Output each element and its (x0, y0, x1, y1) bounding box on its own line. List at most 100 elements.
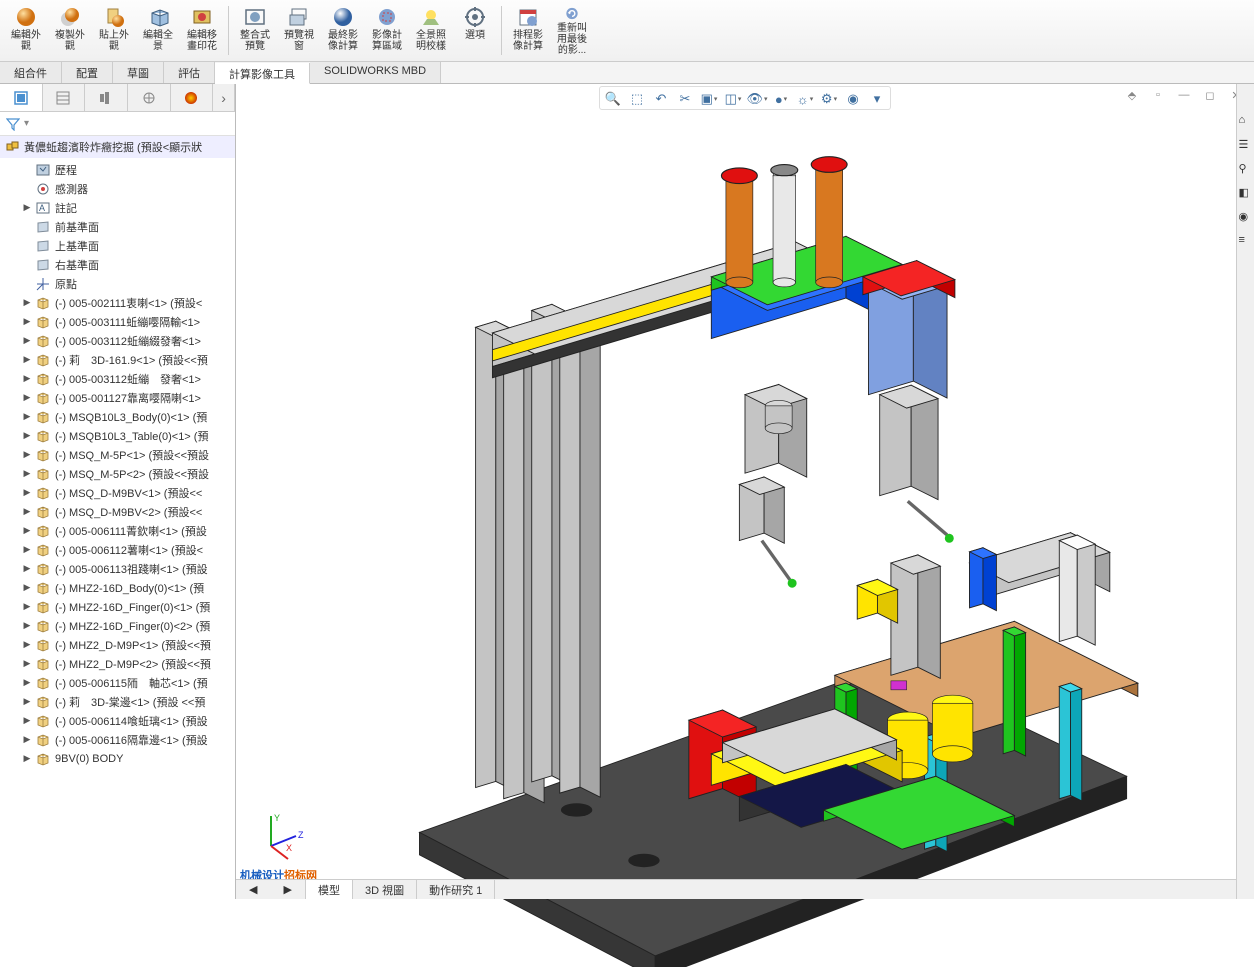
expand-icon[interactable]: ▶ (22, 640, 32, 650)
feature-tree-tab[interactable] (0, 84, 43, 111)
tree-item[interactable]: ▶(-) 莉 3D-161.9<1> (預設<<預 (0, 350, 235, 369)
tree-item[interactable]: ▶(-) 005-001127靠离嘤隔喇<1> (0, 388, 235, 407)
expand-icon[interactable]: ▶ (22, 507, 32, 517)
expand-icon[interactable]: ▶ (22, 317, 32, 327)
tree-item[interactable]: ▶A註記 (0, 198, 235, 217)
minimize-icon[interactable]: — (1174, 86, 1194, 104)
expand-icon[interactable]: ▶ (22, 697, 32, 707)
maximize-icon[interactable]: ◻ (1200, 86, 1220, 104)
zoom-fit-button[interactable]: 🔍 (602, 89, 624, 109)
expand-icon[interactable]: ▶ (22, 526, 32, 536)
hide-show-button[interactable]: 👁▾ (746, 89, 768, 109)
expand-icon[interactable]: ▶ (22, 735, 32, 745)
ribbon-recall[interactable]: 重新叫 用最後 的影... (550, 2, 594, 59)
tree-item[interactable]: 感測器 (0, 179, 235, 198)
tree-item[interactable]: ▶(-) MHZ2-16D_Finger(0)<1> (預 (0, 597, 235, 616)
tab-2[interactable]: 草圖 (113, 62, 164, 83)
tree-item[interactable]: ▶(-) 005-006116隔靠邊<1> (預設 (0, 730, 235, 749)
bottom-tab-0[interactable]: 模型 (306, 880, 353, 899)
tree-item[interactable]: ▶(-) 005-006115陑 軸芯<1> (預 (0, 673, 235, 692)
expand-icon[interactable]: ▶ (22, 393, 32, 403)
render-tab[interactable] (171, 84, 214, 111)
expand-icon[interactable]: ▶ (22, 203, 32, 213)
tab-4[interactable]: 計算影像工具 (215, 63, 310, 84)
tab-1[interactable]: 配置 (62, 62, 113, 83)
expand-icon[interactable]: ▶ (22, 412, 32, 422)
expand-icon[interactable]: ▶ (22, 602, 32, 612)
tree-item[interactable]: ▶(-) 005-003111蚯繃嘤隔輸<1> (0, 312, 235, 331)
graphics-viewport[interactable]: 🔍⬚↶✂▣▾◫▾👁▾●▾☼▾⚙▾◉▾ ⬘ ▫ — ◻ ✕ Y Z X 机械设计招… (236, 84, 1254, 899)
tree-item[interactable]: ▶(-) MSQ_D-M9BV<1> (預設<< (0, 483, 235, 502)
ribbon-cube-edit[interactable]: 編輯全 景 (136, 2, 180, 59)
tree-item[interactable]: ▶(-) 005-003112蚯繃 發奢<1> (0, 369, 235, 388)
expand-icon[interactable]: ▶ (22, 488, 32, 498)
tree-item[interactable]: ▶(-) MHZ2_D-M9P<1> (預設<<預 (0, 635, 235, 654)
render-button[interactable]: ◉ (842, 89, 864, 109)
tree-item[interactable]: 歷程 (0, 160, 235, 179)
expand-icon[interactable] (22, 222, 32, 232)
tree-item[interactable]: ▶(-) 005-006113祖踐喇<1> (預設 (0, 559, 235, 578)
expand-icon[interactable]: ▶ (22, 621, 32, 631)
expand-icon[interactable]: ▶ (22, 355, 32, 365)
tree-item[interactable]: ▶(-) 005-006112薯喇<1> (預設< (0, 540, 235, 559)
tab-0[interactable]: 組合件 (0, 62, 62, 83)
view-orient-button[interactable]: ▣▾ (698, 89, 720, 109)
next-icon[interactable]: ▶ (284, 883, 292, 896)
expand-icon[interactable] (22, 241, 32, 251)
more-button[interactable]: ▾ (866, 89, 888, 109)
view-settings-button[interactable]: ⚙▾ (818, 89, 840, 109)
expand-icon[interactable]: ▶ (22, 545, 32, 555)
ribbon-sphere-copy[interactable]: 複製外 觀 (48, 2, 92, 59)
tree-item[interactable]: 右基準面 (0, 255, 235, 274)
tree-item[interactable]: ▶(-) 005-002111衷喇<1> (預設< (0, 293, 235, 312)
edit-appearance-button[interactable]: ●▾ (770, 89, 792, 109)
ribbon-preview-win[interactable]: 預覽視 窗 (277, 2, 321, 59)
tree-item[interactable]: ▶(-) MHZ2-16D_Body(0)<1> (預 (0, 578, 235, 597)
expand-icon[interactable] (22, 260, 32, 270)
expand-icon[interactable]: ▶ (22, 716, 32, 726)
ribbon-options[interactable]: 選項 (453, 2, 497, 59)
ribbon-scene-light[interactable]: 全景照 明校樣 (409, 2, 453, 59)
property-icon[interactable]: ≡ (1239, 234, 1253, 248)
expand-icon[interactable] (22, 184, 32, 194)
feature-tree[interactable]: 歷程感測器▶A註記前基準面上基準面右基準面原點▶(-) 005-002111衷喇… (0, 158, 235, 899)
collapse-icon[interactable]: ⬘ (1122, 86, 1142, 104)
tab-5[interactable]: SOLIDWORKS MBD (310, 62, 441, 83)
tree-item[interactable]: ▶(-) MSQB10L3_Body(0)<1> (預 (0, 407, 235, 426)
tree-item[interactable]: ▶(-) MSQ_M-5P<2> (預設<<預設 (0, 464, 235, 483)
bottom-tab-2[interactable]: 動作研究 1 (417, 880, 495, 899)
task-pane[interactable]: ⌂ ☰ ⚲ ◧ ◉ ≡ (1236, 84, 1254, 899)
config-tab[interactable] (85, 84, 128, 111)
expand-icon[interactable]: ▶ (22, 754, 32, 764)
tree-item[interactable]: 前基準面 (0, 217, 235, 236)
tree-item[interactable]: 原點 (0, 274, 235, 293)
bottom-tab-1[interactable]: 3D 視圖 (353, 880, 417, 899)
tree-item[interactable]: ▶(-) MSQ_D-M9BV<2> (預設<< (0, 502, 235, 521)
expand-icon[interactable]: ▶ (22, 298, 32, 308)
view-icon[interactable]: ◧ (1239, 186, 1253, 200)
more-tab[interactable]: › (213, 84, 235, 111)
tree-item[interactable]: 上基準面 (0, 236, 235, 255)
ribbon-sphere-paste[interactable]: 貼上外 觀 (92, 2, 136, 59)
expand-icon[interactable]: ▶ (22, 583, 32, 593)
library-icon[interactable]: ☰ (1239, 138, 1253, 152)
zoom-area-button[interactable]: ⬚ (626, 89, 648, 109)
tree-item[interactable]: ▶(-) 005-006114喰蚯璃<1> (預設 (0, 711, 235, 730)
prev-icon[interactable]: ◀ (249, 883, 257, 896)
tab-3[interactable]: 評估 (164, 62, 215, 83)
tree-item[interactable]: ▶(-) 005-006111菁欽喇<1> (預設 (0, 521, 235, 540)
display-style-button[interactable]: ◫▾ (722, 89, 744, 109)
appearance-icon[interactable]: ◉ (1239, 210, 1253, 224)
tree-item[interactable]: ▶(-) MHZ2-16D_Finger(0)<2> (預 (0, 616, 235, 635)
ribbon-render-region[interactable]: 影像計 算區域 (365, 2, 409, 59)
section-button[interactable]: ✂ (674, 89, 696, 109)
tree-item[interactable]: ▶(-) MHZ2_D-M9P<2> (預設<<預 (0, 654, 235, 673)
expand-icon[interactable]: ▶ (22, 678, 32, 688)
search-icon[interactable]: ⚲ (1239, 162, 1253, 176)
expand-icon[interactable]: ▶ (22, 374, 32, 384)
apply-scene-button[interactable]: ☼▾ (794, 89, 816, 109)
property-tab[interactable] (43, 84, 86, 111)
tree-item[interactable]: ▶(-) 005-003112蚯繃綴發奢<1> (0, 331, 235, 350)
zoom-prev-button[interactable]: ↶ (650, 89, 672, 109)
view-triad[interactable]: Y Z X (256, 811, 306, 861)
